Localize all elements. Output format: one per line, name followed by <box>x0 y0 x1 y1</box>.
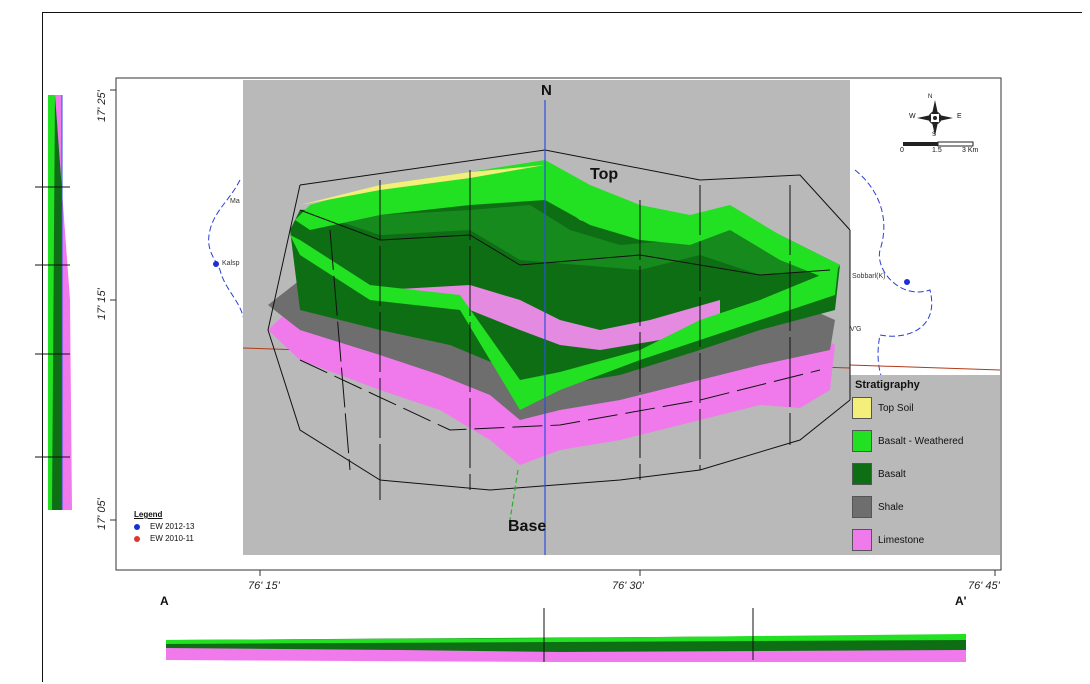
lat-tick-2: 17' 15' <box>96 288 108 320</box>
compass-n: N <box>928 94 933 100</box>
compass-icon <box>917 100 953 136</box>
legend-backdrop <box>850 375 1000 555</box>
well-marker-icon <box>134 523 140 530</box>
scale-label-0: 0 <box>900 147 904 154</box>
top-label: Top <box>590 166 619 183</box>
legend-label: Top Soil <box>878 402 914 414</box>
legend-label: Basalt <box>878 468 906 480</box>
legend-swatch <box>852 430 872 452</box>
lon-tick-3: 76' 45' <box>968 580 1000 592</box>
well-legend-item-2: EW 2010-11 <box>134 534 194 543</box>
well-legend-label: EW 2010-11 <box>150 534 194 543</box>
well-legend-title: Legend <box>134 510 163 519</box>
legend-swatch <box>852 397 872 419</box>
layer-limestone-inner <box>380 285 720 350</box>
map-boundary-right <box>854 169 933 396</box>
layer-basalt-weathered-front <box>290 235 838 410</box>
map-label-kalsp: Kalsp <box>222 260 240 267</box>
layer-top-soil <box>300 165 545 205</box>
well-marker-icon <box>134 535 140 542</box>
legend-label: Limestone <box>878 534 925 546</box>
section-end-label: A' <box>955 594 967 608</box>
scale-label-1: 1.5 <box>932 147 942 154</box>
legend-swatch <box>852 496 872 518</box>
map-frame <box>115 77 1002 571</box>
scale-label-2: 3 Km <box>962 147 979 154</box>
section-line-right <box>849 364 1001 371</box>
left-cross-section <box>35 95 72 510</box>
stratigraphy-title: Stratigraphy <box>855 379 920 391</box>
compass-e: E <box>957 113 962 120</box>
map-ticks <box>110 89 996 576</box>
map-label-ma: Ma <box>230 198 240 205</box>
figure-frame <box>42 12 1082 682</box>
scale-bar <box>903 141 974 147</box>
wireframe <box>267 149 851 500</box>
lat-tick-1: 17' 25' <box>96 90 108 122</box>
legend-item-top-soil: Top Soil <box>852 397 914 419</box>
map-label-sobbarl: Sobbarl(K) <box>852 273 886 280</box>
north-label: N <box>541 82 552 99</box>
well-legend-label: EW 2012-13 <box>150 522 195 531</box>
section-start-label: A <box>160 594 169 608</box>
layer-basalt-weathered-top <box>295 160 840 280</box>
base-label: Base <box>508 518 547 535</box>
legend-swatch <box>852 529 872 551</box>
lon-tick-1: 76' 15' <box>248 580 280 592</box>
legend-item-basalt-weathered: Basalt - Weathered <box>852 430 963 452</box>
layer-basalt-inner <box>320 205 830 275</box>
map-label-vg: V'G <box>850 326 862 333</box>
legend-item-shale: Shale <box>852 496 904 518</box>
legend-item-limestone: Limestone <box>852 529 924 551</box>
compass-w: W <box>909 113 916 120</box>
bottom-cross-section <box>166 608 966 662</box>
legend-label: Shale <box>878 501 904 513</box>
legend-swatch <box>852 463 872 485</box>
well-point-right <box>904 279 910 285</box>
legend-label: Basalt - Weathered <box>878 435 964 447</box>
lon-tick-2: 76' 30' <box>612 580 644 592</box>
map-boundary-left <box>208 179 245 321</box>
legend-item-basalt: Basalt <box>852 463 906 485</box>
well-point-left <box>213 261 219 267</box>
compass-s: S <box>932 132 937 138</box>
lat-tick-3: 17' 05' <box>96 498 108 530</box>
well-legend-item-1: EW 2012-13 <box>134 522 194 531</box>
